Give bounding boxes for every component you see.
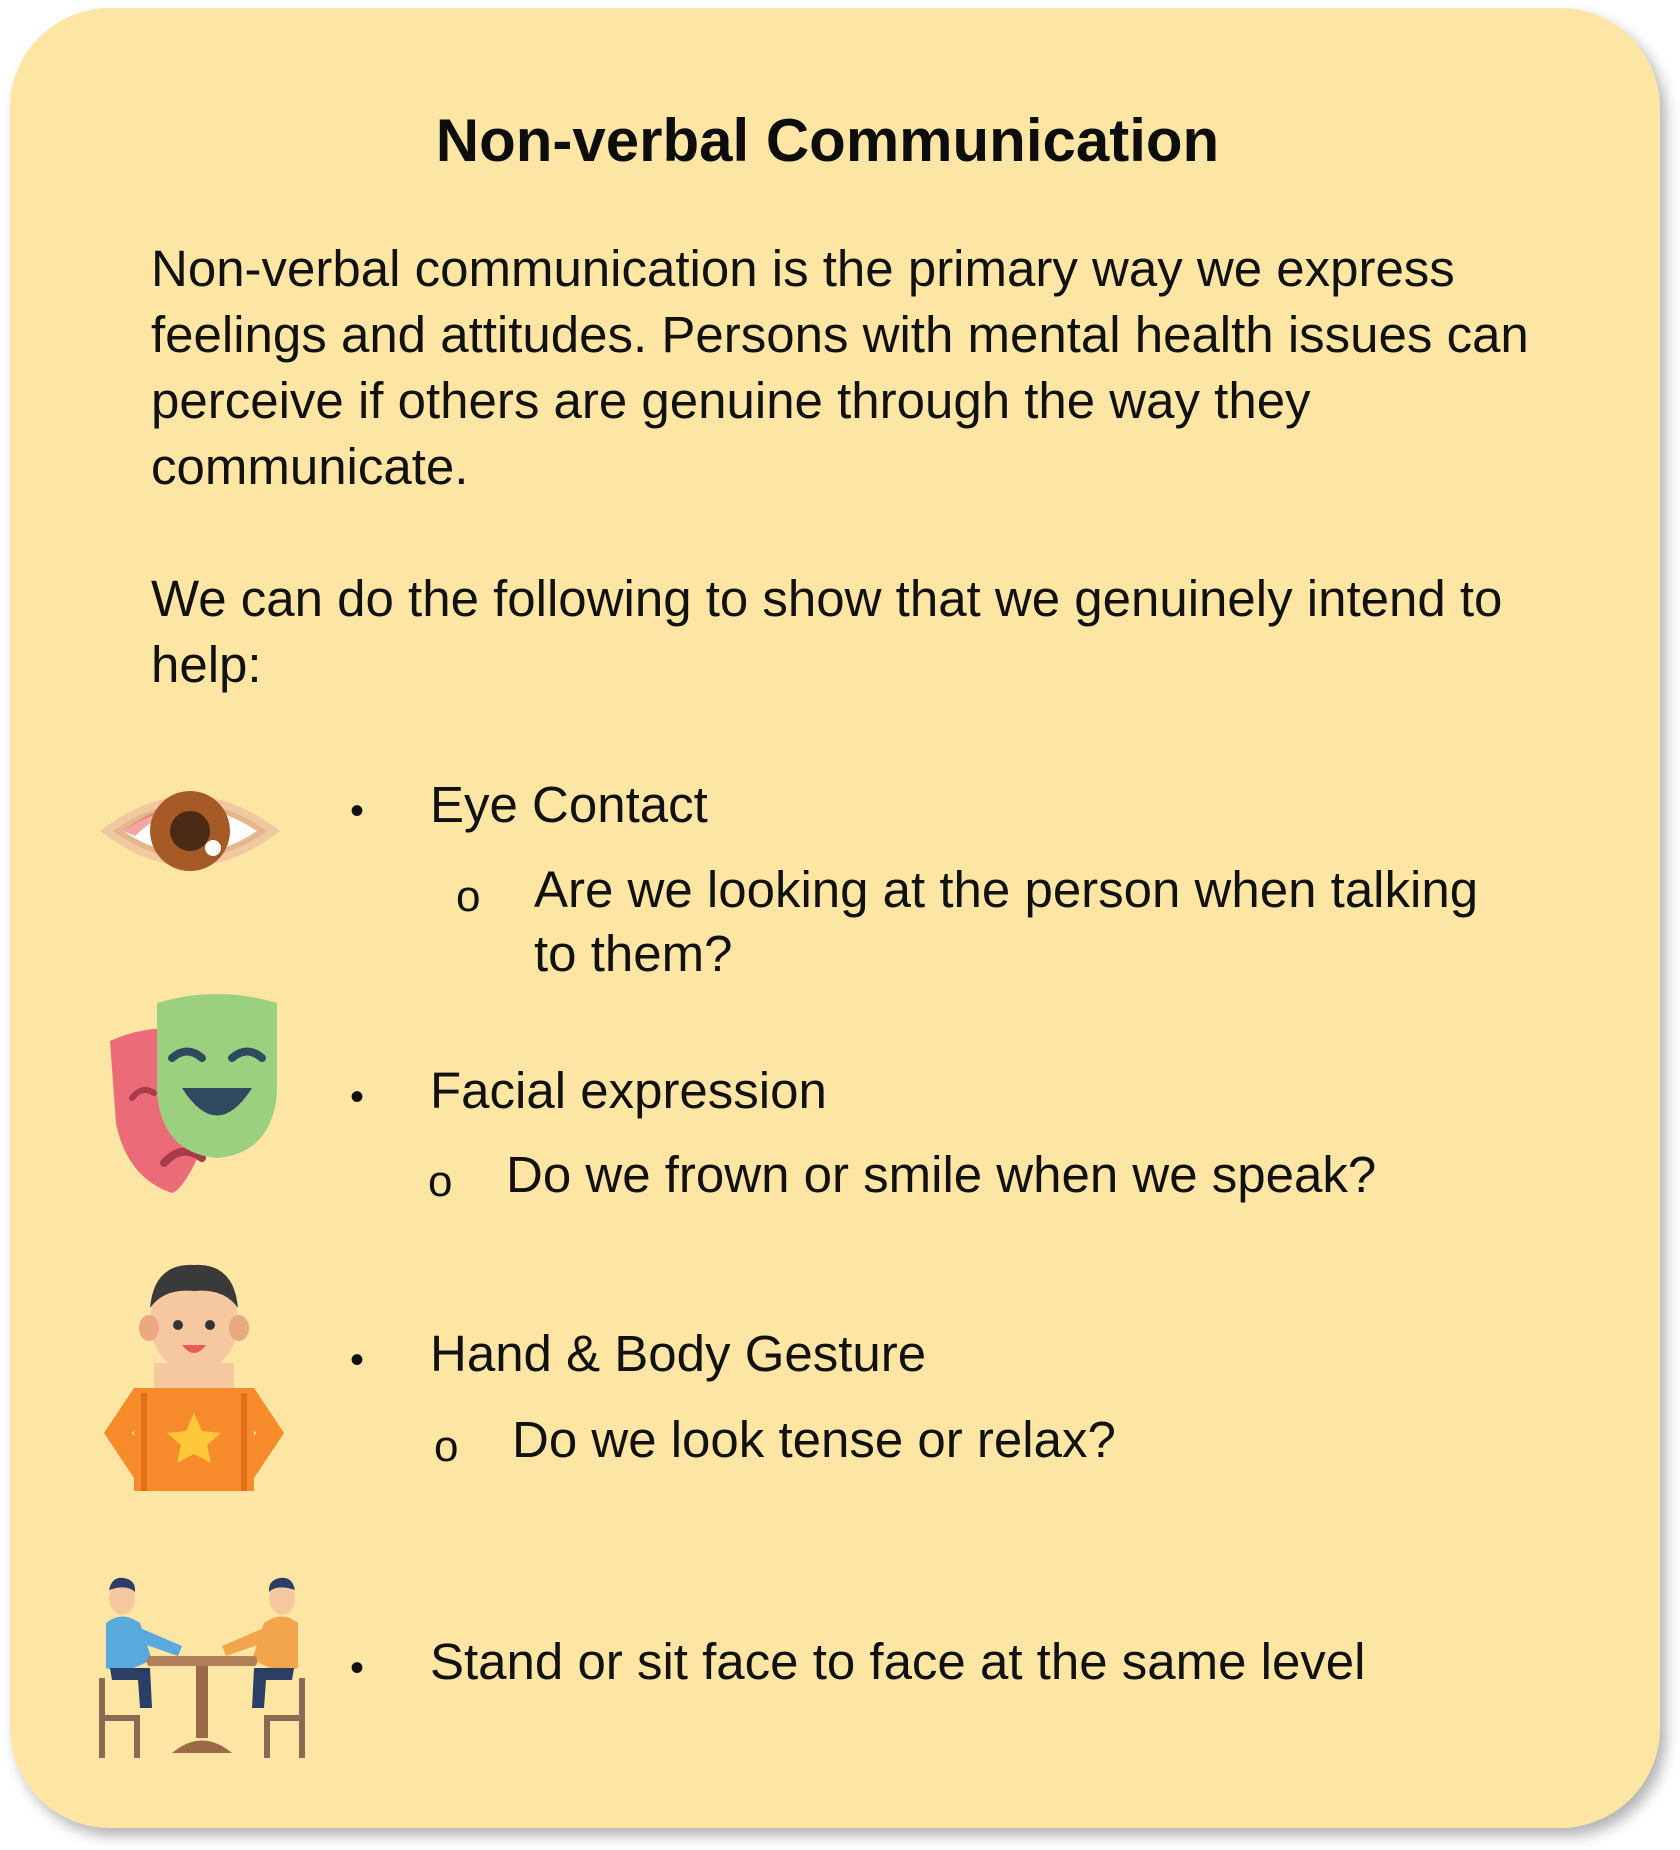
sub-bullet-marker: o bbox=[434, 1422, 459, 1471]
bullet-marker: • bbox=[350, 1646, 365, 1690]
eye-icon bbox=[100, 791, 280, 871]
item-label: Facial expression bbox=[430, 1062, 827, 1119]
two-people-at-table-icon bbox=[99, 1577, 305, 1758]
sub-bullet-marker: o bbox=[428, 1157, 453, 1206]
bullet-marker: • bbox=[350, 789, 365, 833]
theater-masks-icon bbox=[110, 994, 277, 1193]
info-card: Non-verbal Communication Non-verbal comm… bbox=[10, 8, 1660, 1828]
item-sub-text: Are we looking at the person when talkin… bbox=[534, 861, 1479, 982]
person-hands-on-hips-icon bbox=[104, 1264, 284, 1491]
page-title: Non-verbal Communication bbox=[435, 107, 1220, 174]
item-sub-text: Do we look tense or relax? bbox=[512, 1411, 1116, 1468]
bullet-marker: • bbox=[350, 1075, 365, 1119]
item-label: Stand or sit face to face at the same le… bbox=[430, 1633, 1366, 1690]
item-sub-text: Do we frown or smile when we speak? bbox=[506, 1146, 1377, 1203]
item-label: Hand & Body Gesture bbox=[430, 1325, 927, 1382]
sub-bullet-marker: o bbox=[456, 872, 481, 921]
intro-paragraph: Non-verbal communication is the primary … bbox=[151, 240, 1529, 495]
item-label: Eye Contact bbox=[430, 776, 708, 833]
bullet-marker: • bbox=[350, 1338, 365, 1382]
lead-paragraph: We can do the following to show that we … bbox=[151, 570, 1503, 693]
